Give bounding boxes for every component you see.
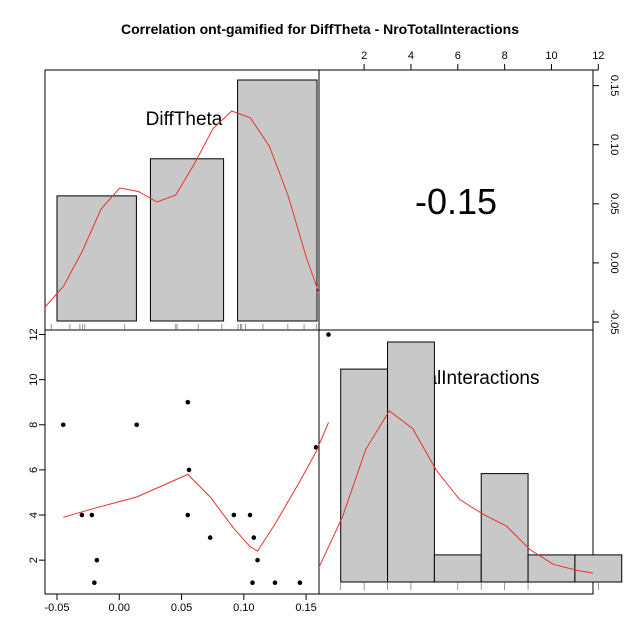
top-tick-label: 8 <box>502 50 508 62</box>
diff-theta-label: DiffTheta <box>146 109 223 130</box>
scatter-point <box>272 580 278 586</box>
y-tick-label: 12 <box>28 328 40 340</box>
scatter-point <box>134 422 140 428</box>
top-tick-label: 10 <box>545 50 557 62</box>
scatter-point <box>92 580 97 586</box>
loess-line <box>63 422 329 552</box>
x-tick-label: 0.00 <box>109 602 130 614</box>
y-tick-label: 6 <box>28 467 40 473</box>
x-tick-label: 0.05 <box>171 602 192 614</box>
scatter-point <box>250 580 255 586</box>
top-tick-label: 2 <box>361 50 367 62</box>
scatter-point <box>297 580 303 586</box>
right-tick-label: 0.10 <box>608 134 620 155</box>
top-tick-label: 6 <box>455 50 461 62</box>
right-tick-label: 0.15 <box>608 75 620 96</box>
y-tick-label: 2 <box>28 557 40 563</box>
scatter-point <box>60 422 66 428</box>
scatter-point <box>251 535 257 540</box>
hist-bar-interactions <box>387 341 435 583</box>
scatter-point <box>247 512 253 518</box>
scatter-point <box>185 512 191 518</box>
panel-interactions-hist <box>318 329 594 595</box>
x-tick-label: 0.15 <box>295 602 316 614</box>
right-tick-label: 0.05 <box>608 193 620 214</box>
hist-bar-diff-theta <box>237 79 318 322</box>
density-line-interactions <box>318 410 594 574</box>
density-line-diff-theta <box>44 110 320 308</box>
scatter-point <box>79 512 85 518</box>
scatter-point <box>186 467 192 473</box>
top-tick-label: 12 <box>592 50 604 62</box>
hist-bar-diff-theta <box>56 195 137 322</box>
scatter-point <box>231 512 237 518</box>
y-tick-label: 8 <box>28 422 40 428</box>
hist-bar-interactions <box>480 473 529 583</box>
correlation-value: -0.15 <box>415 181 497 222</box>
scatter-point <box>185 399 191 405</box>
scatter-point <box>94 557 100 563</box>
scatter-point <box>207 535 213 540</box>
chart-title: Correlation ont-gamified for DiffTheta -… <box>121 21 519 37</box>
x-tick-label: -0.05 <box>44 602 69 614</box>
x-tick-label: 0.10 <box>233 602 254 614</box>
hist-bar-interactions <box>527 554 576 583</box>
panel-scatter <box>44 329 320 595</box>
hist-bar-interactions <box>574 554 623 583</box>
hist-bar-diff-theta <box>149 158 225 322</box>
hist-bar-interactions <box>340 368 389 583</box>
y-tick-label: 10 <box>28 374 40 386</box>
scatter-point <box>89 512 95 518</box>
y-tick-label: 4 <box>28 512 40 518</box>
scatter-point <box>326 332 331 337</box>
right-tick-label: 0.00 <box>608 252 620 273</box>
top-tick-label: 4 <box>408 50 414 62</box>
right-tick-label: -0.05 <box>608 309 620 334</box>
scatter-point <box>255 557 260 563</box>
hist-bar-interactions <box>433 554 482 583</box>
